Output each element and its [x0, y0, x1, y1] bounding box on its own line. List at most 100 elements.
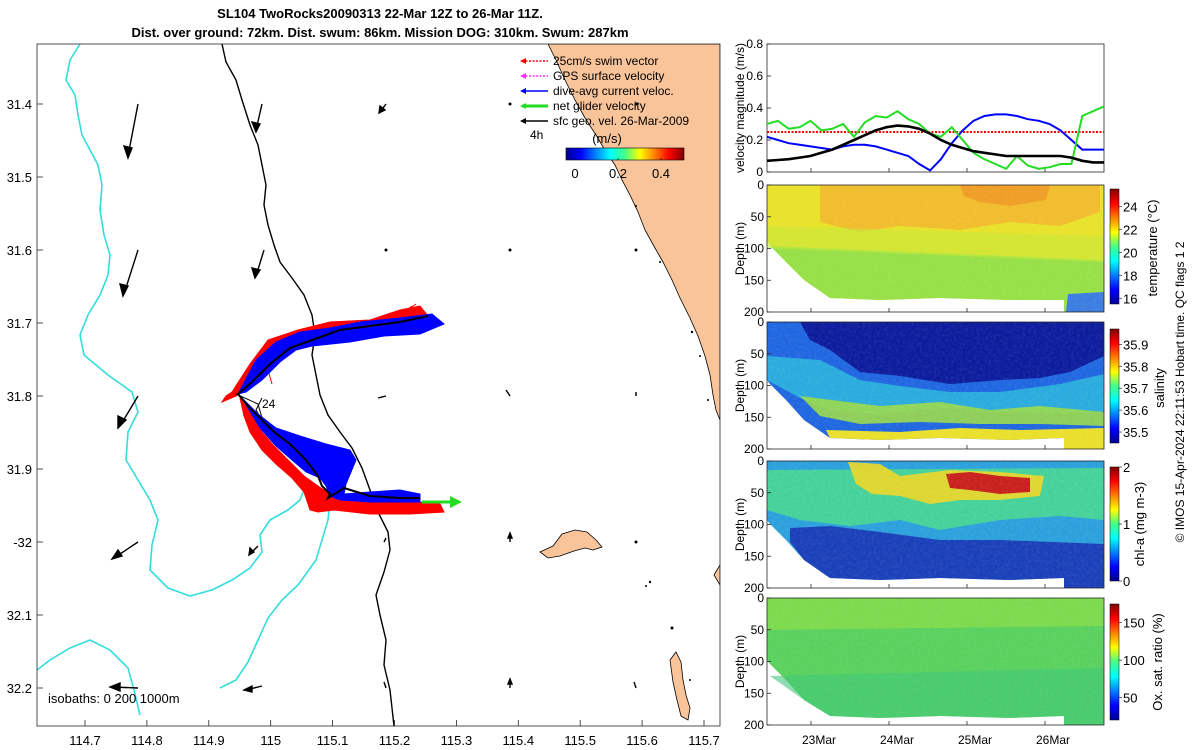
map-speed-colorbar: (m/s) 0 0.2 0.4: [565, 131, 685, 181]
depth-axis-label: Depth (m): [733, 359, 747, 412]
velocity-axes: 0 0.2 0.4 0.6 0.8: [746, 37, 1046, 179]
velocity-ytick-label: 0: [756, 165, 763, 179]
map-land-edge: [713, 564, 720, 586]
legend-entry-label: 25cm/s swim vector: [553, 54, 658, 68]
depth-tick-label: 100: [744, 655, 764, 669]
salinity-speckle: [767, 322, 1104, 449]
time-tick-label: 23Mar: [802, 733, 836, 747]
legend-swatch-arrowhead: [520, 88, 526, 94]
map-ytick-label: 31.6: [7, 243, 32, 258]
map-colorbar-tick-label: 0: [571, 166, 578, 181]
map-ytick-label: 31.8: [7, 389, 32, 404]
depth-tick-label: 0: [757, 454, 764, 468]
isobath-shallow-2: [219, 499, 331, 689]
glider-track-inner: [235, 393, 263, 419]
colorbar-tick-label: 0: [1123, 574, 1130, 589]
colorbar-tick-label: 150: [1123, 616, 1145, 631]
colorbar-tick-label: 35.7: [1123, 381, 1148, 396]
velocity-panel: 0 0.2 0.4 0.6 0.8 velocity magnitude (m/s): [733, 37, 1105, 179]
chlorophyll-panel: 0 50 100 150 200 Depth (m) 0 1 2 chl-a (mg m-3): [733, 454, 1147, 595]
velocity-ytick-label: 0.8: [746, 37, 763, 51]
figure-title-line2: Dist. over ground: 72km. Dist. swum: 86k…: [131, 25, 629, 40]
velocity-ylabel: velocity magnitude (m/s): [733, 43, 747, 173]
isobath-shallow-3: [37, 639, 141, 716]
oxygen-panel: 0 50 100 150 200 Depth (m) 23Mar 24Mar 25Mar 26Ma…: [733, 591, 1165, 747]
temperature-speckle: [767, 185, 1104, 312]
depth-tick-label: 150: [744, 273, 764, 287]
colorbar-tick-label: 50: [1123, 691, 1137, 706]
colorbar-tick-label: 18: [1123, 268, 1137, 283]
colorbar-tick-label: 20: [1123, 245, 1137, 260]
map-xtick-label: 114.9: [193, 733, 225, 748]
depth-tick-label: 200: [744, 305, 764, 319]
legend-swatch-arrowhead: [520, 103, 526, 109]
depth-tick-label: 150: [744, 410, 764, 424]
map-xtick-label: 115.7: [688, 733, 720, 748]
time-tick-label: 24Mar: [880, 733, 914, 747]
time-tick-label: 26Mar: [1036, 733, 1070, 747]
colorbar-tick-label: 16: [1123, 291, 1137, 306]
depth-tick-label: 150: [744, 549, 764, 563]
sfc-geo-velocity-arrows: [108, 102, 638, 693]
temperature-panel: 0 50 100 150 200 Depth (m) 16 18 20 22 24 tempera…: [733, 178, 1160, 319]
oxygen-colorbar-label: Ox. sat. ratio (%): [1150, 613, 1165, 711]
depth-tick-label: 150: [744, 686, 764, 700]
velocity-series-line: [766, 124, 1104, 164]
map-colorbar-tick-label: 0.2: [609, 166, 627, 181]
chlorophyll-colorbar: [1109, 466, 1120, 582]
map-ytick-label: -32: [13, 535, 32, 550]
map-small-islands: [635, 205, 709, 681]
map-ytick-label: 31.4: [7, 97, 32, 112]
figure-title-line1: SL104 TwoRocks20090313 22-Mar 12Z to 26-…: [217, 6, 543, 21]
map-xtick-label: 115.1: [317, 733, 349, 748]
legend-entry-label: net glider velocity: [553, 99, 646, 113]
map-ytick-label: 31.9: [7, 462, 32, 477]
map-ytick-label: 32.2: [7, 681, 32, 696]
colorbar-tick-label: 35.5: [1123, 425, 1148, 440]
glider-track: [236, 315, 429, 501]
colorbar-tick-label: 2: [1123, 460, 1130, 475]
legend-swatch-arrowhead: [520, 73, 526, 79]
isobath-label: isobaths: 0 200 1000m: [48, 691, 180, 706]
map-axes: 114.7 114.8 114.9 115 115.1 115.2 115.3 115.4 11…: [7, 97, 720, 748]
legend-entry-label: sfc geo. vel. 26-Mar-2009: [553, 114, 689, 128]
colorbar-tick-label: 35.8: [1123, 359, 1148, 374]
map-ytick-label: 32.1: [7, 608, 32, 623]
depth-tick-label: 0: [757, 178, 764, 192]
colorbar-tick-label: 24: [1123, 199, 1137, 214]
map-colorbar-tick-label: 0.4: [652, 166, 670, 181]
depth-tick-label: 0: [757, 315, 764, 329]
velocity-ytick-label: 0.4: [746, 101, 763, 115]
map-frame: [36, 43, 721, 727]
velocity-ytick-label: 0.2: [746, 133, 763, 147]
velocity-series-line: [766, 113, 1104, 172]
map-ytick-label: 31.5: [7, 170, 32, 185]
velocity-series-line: [766, 105, 1105, 171]
chlorophyll-axes: 0 50 100 150 200 Depth (m): [733, 454, 1046, 595]
depth-tick-label: 200: [744, 581, 764, 595]
chlorophyll-colorbar-label: chl-a (mg m-3): [1132, 482, 1147, 567]
salinity-colorbar-ticks: 35.5 35.6 35.7 35.8 35.9: [1119, 337, 1148, 440]
salinity-colorbar: [1109, 328, 1120, 444]
legend-swatch-arrowhead: [520, 58, 526, 64]
temperature-colorbar-ticks: 16 18 20 22 24: [1119, 199, 1137, 306]
map-colorbar-unit: (m/s): [592, 131, 622, 146]
velocity-ytick-label: 0.6: [746, 69, 763, 83]
oxygen-colorbar: [1109, 603, 1120, 721]
map-land-mainland: [547, 44, 720, 421]
depth-tick-label: 50: [751, 210, 765, 224]
map-land-island: [539, 529, 603, 559]
credit-text: © IMOS 15-Apr-2024 22:11:53 Hobart time.…: [1173, 241, 1187, 542]
map-xtick-label: 115: [260, 733, 281, 748]
isobath-deep: [221, 44, 395, 726]
temperature-colorbar: [1109, 188, 1120, 305]
depth-tick-label: 0: [757, 591, 764, 605]
legend-entry-label: GPS surface velocity: [553, 69, 664, 83]
depth-axis-label: Depth (m): [733, 498, 747, 551]
depth-tick-label: 50: [751, 347, 765, 361]
map-colorbar-ticks: 0 0.2 0.4: [571, 158, 670, 181]
